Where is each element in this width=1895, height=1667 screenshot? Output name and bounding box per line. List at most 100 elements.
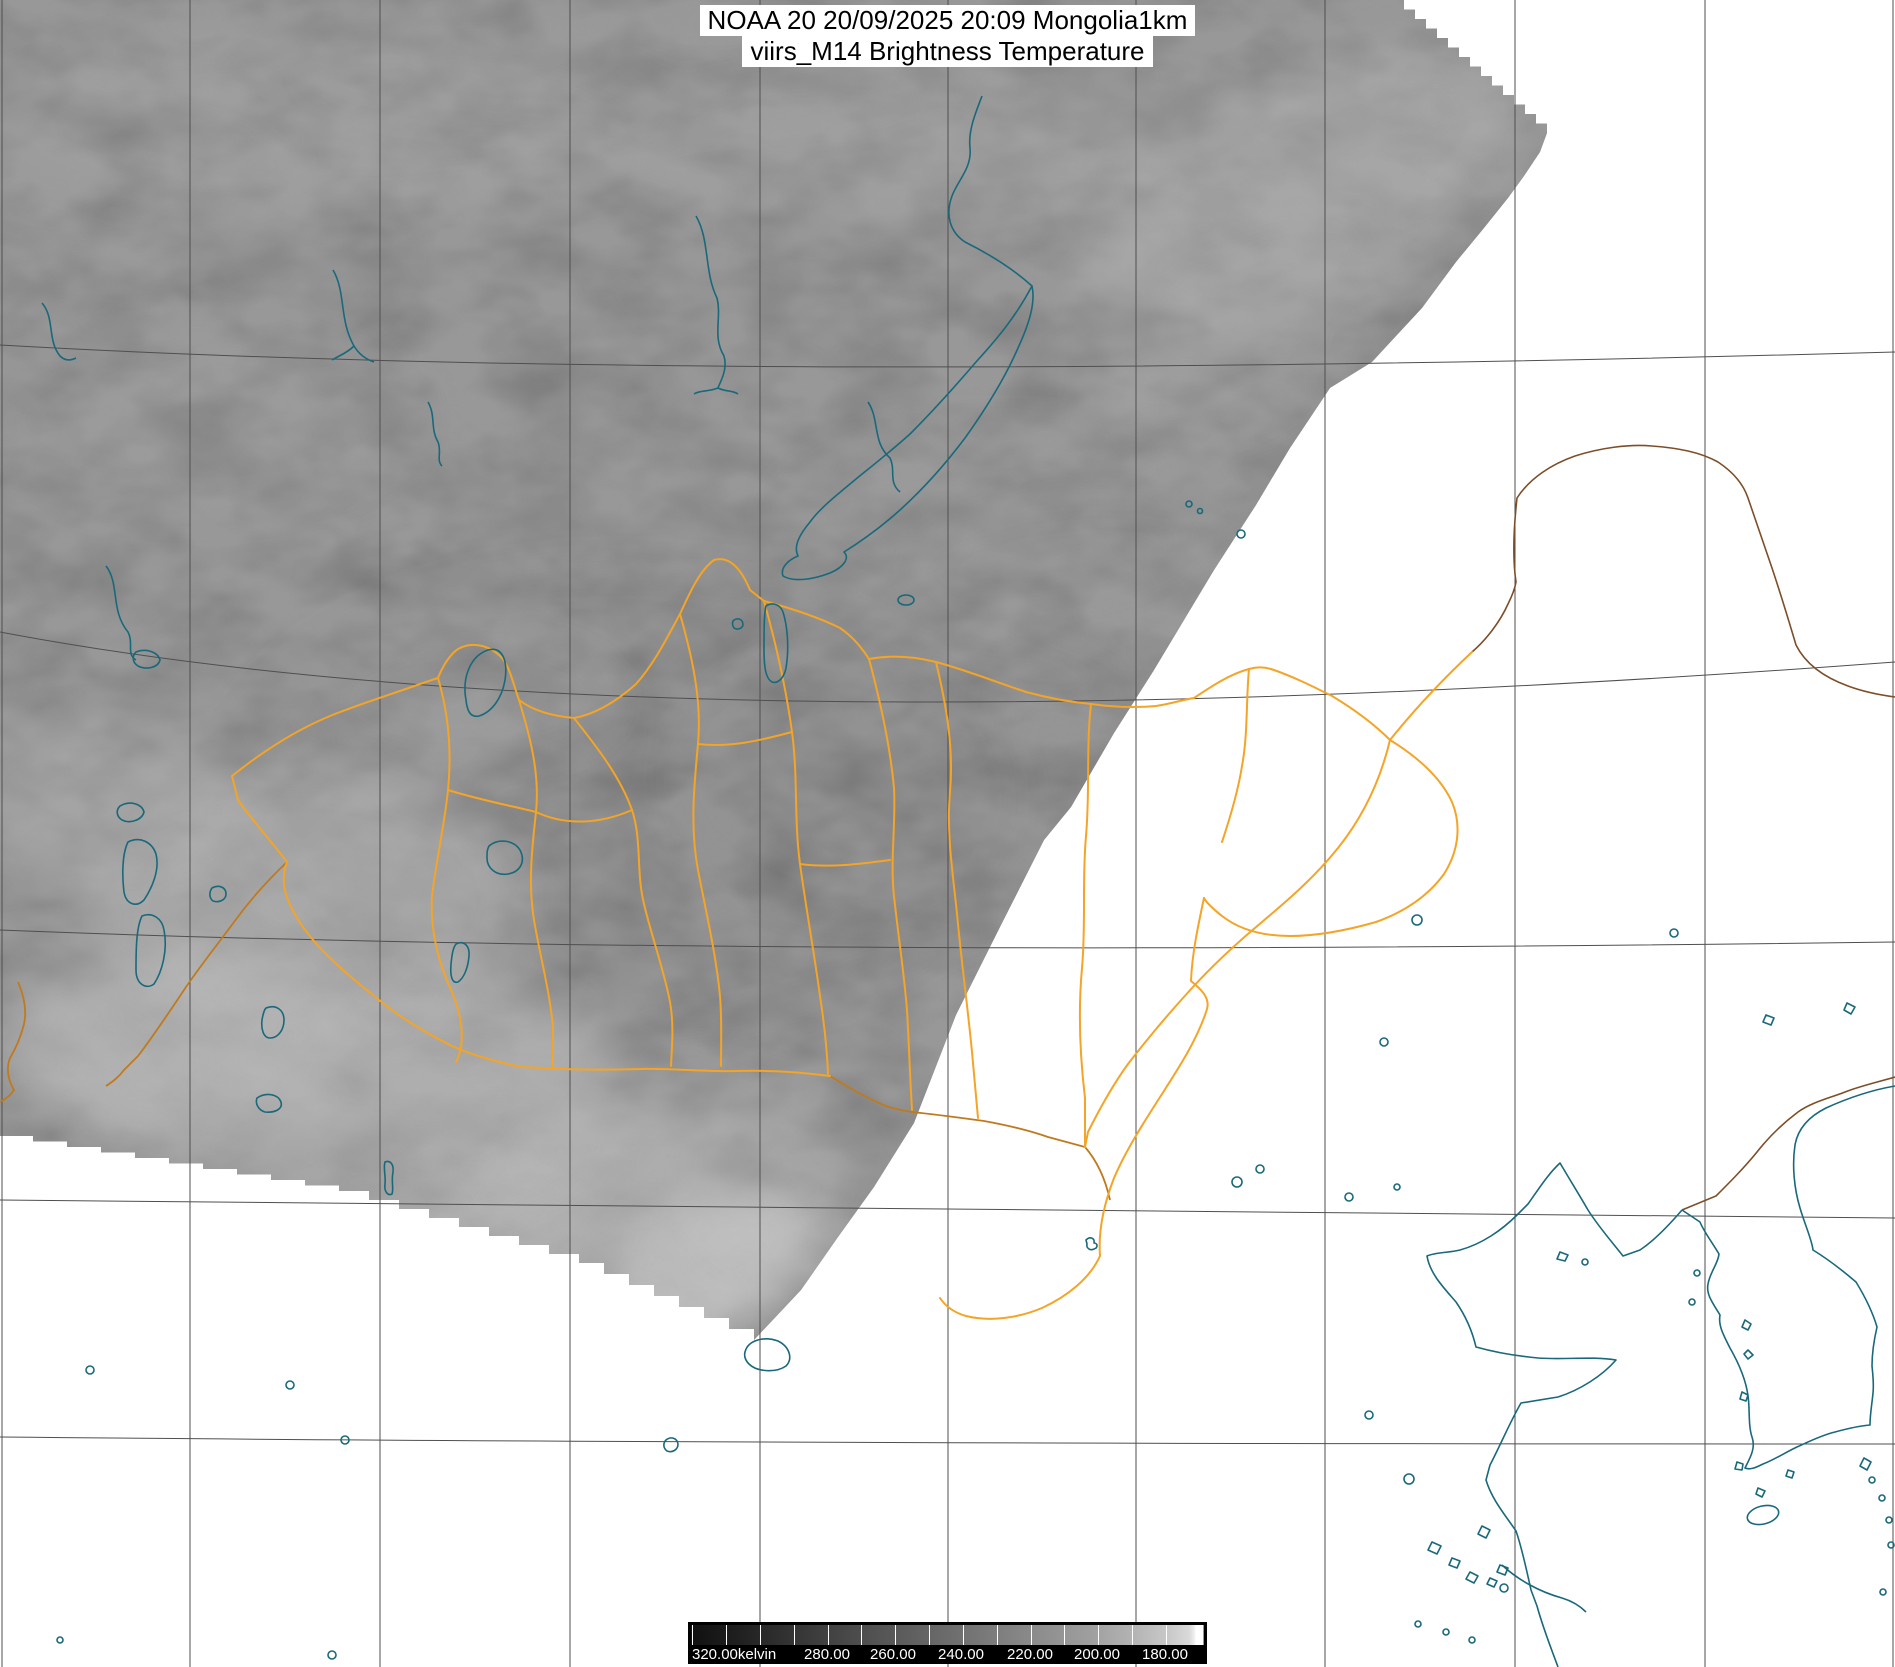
colorbar-label: 200.00 <box>1074 1646 1120 1663</box>
colorbar-tick <box>1098 1625 1099 1645</box>
coastline-china <box>1426 1162 1683 1667</box>
island <box>1878 1494 1886 1502</box>
island <box>743 1338 791 1372</box>
lake-baikal-outline <box>781 285 1034 581</box>
island <box>1688 1298 1696 1306</box>
river <box>41 302 77 361</box>
small-lake <box>132 649 161 669</box>
small-lake <box>1185 500 1193 508</box>
aimag-border <box>763 600 829 1075</box>
island <box>85 1365 95 1375</box>
colorbar-tick <box>929 1625 930 1645</box>
island <box>340 1435 350 1445</box>
colorbar-label: 280.00 <box>804 1646 850 1663</box>
lake-chain-west <box>122 838 158 905</box>
coastline-korea <box>1681 1085 1895 1470</box>
island <box>1868 1476 1876 1484</box>
island-jeju <box>1746 1504 1780 1526</box>
colorbar-label: 240.00 <box>938 1646 984 1663</box>
island <box>1859 1457 1872 1471</box>
island <box>1496 1564 1509 1576</box>
island <box>1499 1583 1509 1593</box>
title-line-1: NOAA 20 20/09/2025 20:09 Mongolia1km <box>699 5 1196 36</box>
aimag-border <box>447 789 537 813</box>
island-cluster <box>1427 1541 1498 1588</box>
colorbar-tick <box>1132 1625 1133 1645</box>
small-lake <box>1196 507 1204 515</box>
colorbar-label: 260.00 <box>870 1646 916 1663</box>
mongolia-north-border <box>231 558 1391 777</box>
small-lake <box>897 594 915 606</box>
island <box>1364 1410 1374 1420</box>
island <box>1556 1251 1569 1262</box>
island <box>663 1437 679 1453</box>
mongolia-borders <box>231 558 1473 1320</box>
island <box>1885 1516 1893 1524</box>
aimag-border <box>430 677 463 1063</box>
river <box>383 1160 394 1196</box>
river <box>105 565 137 661</box>
island <box>1411 914 1423 926</box>
lake-khyargas <box>486 840 524 876</box>
water-features <box>41 95 1895 1667</box>
province-border-dull <box>0 861 1111 1201</box>
river-selenga <box>867 401 901 493</box>
west-edge-border <box>0 981 27 1103</box>
xinjiang-border <box>105 861 288 1087</box>
lake <box>255 1093 283 1113</box>
mongolia-east-border <box>1084 739 1391 1148</box>
parallel-line <box>0 631 1895 703</box>
image-title: NOAA 20 20/09/2025 20:09 Mongolia1km vii… <box>0 5 1895 67</box>
colorbar-label: 220.00 <box>1007 1646 1053 1663</box>
yangtze-mouth <box>1501 1564 1587 1613</box>
lake <box>260 1005 285 1039</box>
island <box>1468 1636 1476 1644</box>
colorbar-label: 180.00 <box>1142 1646 1188 1663</box>
island <box>1887 1541 1895 1549</box>
colorbar-tick <box>895 1625 896 1645</box>
colorbar-tick <box>997 1625 998 1645</box>
temperature-colorbar: 320.00kelvin 280.00 260.00 240.00 220.00… <box>688 1622 1207 1664</box>
island <box>1477 1525 1491 1539</box>
aimag-border <box>799 859 891 867</box>
island <box>1442 1628 1450 1636</box>
colorbar-tick <box>1166 1625 1167 1645</box>
river <box>693 215 739 395</box>
lake-chain-west <box>135 914 167 988</box>
island <box>1085 1237 1098 1251</box>
island <box>1739 1391 1749 1402</box>
island <box>1414 1620 1422 1628</box>
colorbar-tick <box>1064 1625 1065 1645</box>
aimag-border <box>518 699 554 1068</box>
river <box>331 269 375 363</box>
island <box>1669 928 1679 938</box>
island <box>1379 1037 1389 1047</box>
country-border-brown <box>1471 444 1895 1211</box>
small-island <box>1236 529 1246 539</box>
lake-chain-west <box>116 802 145 823</box>
parallel-line <box>0 1436 1895 1445</box>
aimag-border <box>679 613 723 1067</box>
lake <box>731 618 744 630</box>
aimag-border <box>535 809 633 823</box>
colorbar-tick <box>828 1625 829 1645</box>
island <box>1743 1349 1754 1360</box>
aimag-border <box>1078 703 1092 1148</box>
colorbar-tick <box>794 1625 795 1645</box>
yalu-tumen-border <box>1681 1076 1895 1211</box>
mongolia-south-west-border <box>231 775 831 1077</box>
island <box>1581 1258 1589 1266</box>
island <box>1403 1473 1415 1485</box>
colorbar-gradient <box>691 1625 1204 1645</box>
island <box>1755 1487 1766 1498</box>
island <box>1734 1461 1744 1471</box>
lake-khovsgol <box>763 603 789 684</box>
island <box>327 1650 337 1660</box>
island <box>1255 1164 1265 1174</box>
aimag-border <box>1221 668 1250 843</box>
colorbar-tick <box>1031 1625 1032 1645</box>
island <box>285 1380 295 1390</box>
